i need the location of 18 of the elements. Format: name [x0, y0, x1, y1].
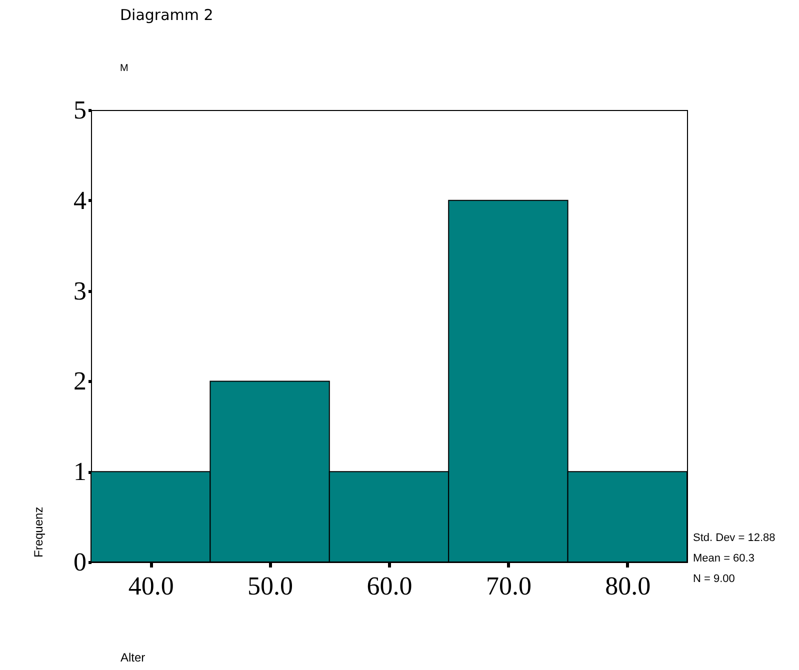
chart-title: Diagramm 2 [120, 6, 214, 24]
y-tick-label: 5 [74, 96, 86, 124]
text: Std. Dev = 12.88 [693, 532, 776, 544]
y-tick-label: 0 [74, 548, 86, 576]
y-tick-label: 4 [74, 186, 86, 215]
y-tick-label: 1 [74, 457, 86, 486]
y-tick-label: 2 [74, 366, 86, 396]
text: Mean = 60.3 [693, 552, 754, 564]
text: N = 9.00 [693, 573, 735, 585]
x-tick-label: 40.0 [128, 572, 174, 600]
x-axis-title: Alter [120, 650, 146, 664]
y-tick-label: 3 [74, 276, 86, 306]
x-tick-label: 80.0 [605, 572, 651, 600]
y-axis-title: Frequenz [32, 506, 46, 558]
x-tick-label: 70.0 [486, 572, 532, 600]
x-tick-label: 60.0 [366, 572, 412, 600]
x-tick-label: 50.0 [248, 572, 294, 600]
chart-subtitle: M [120, 63, 128, 74]
